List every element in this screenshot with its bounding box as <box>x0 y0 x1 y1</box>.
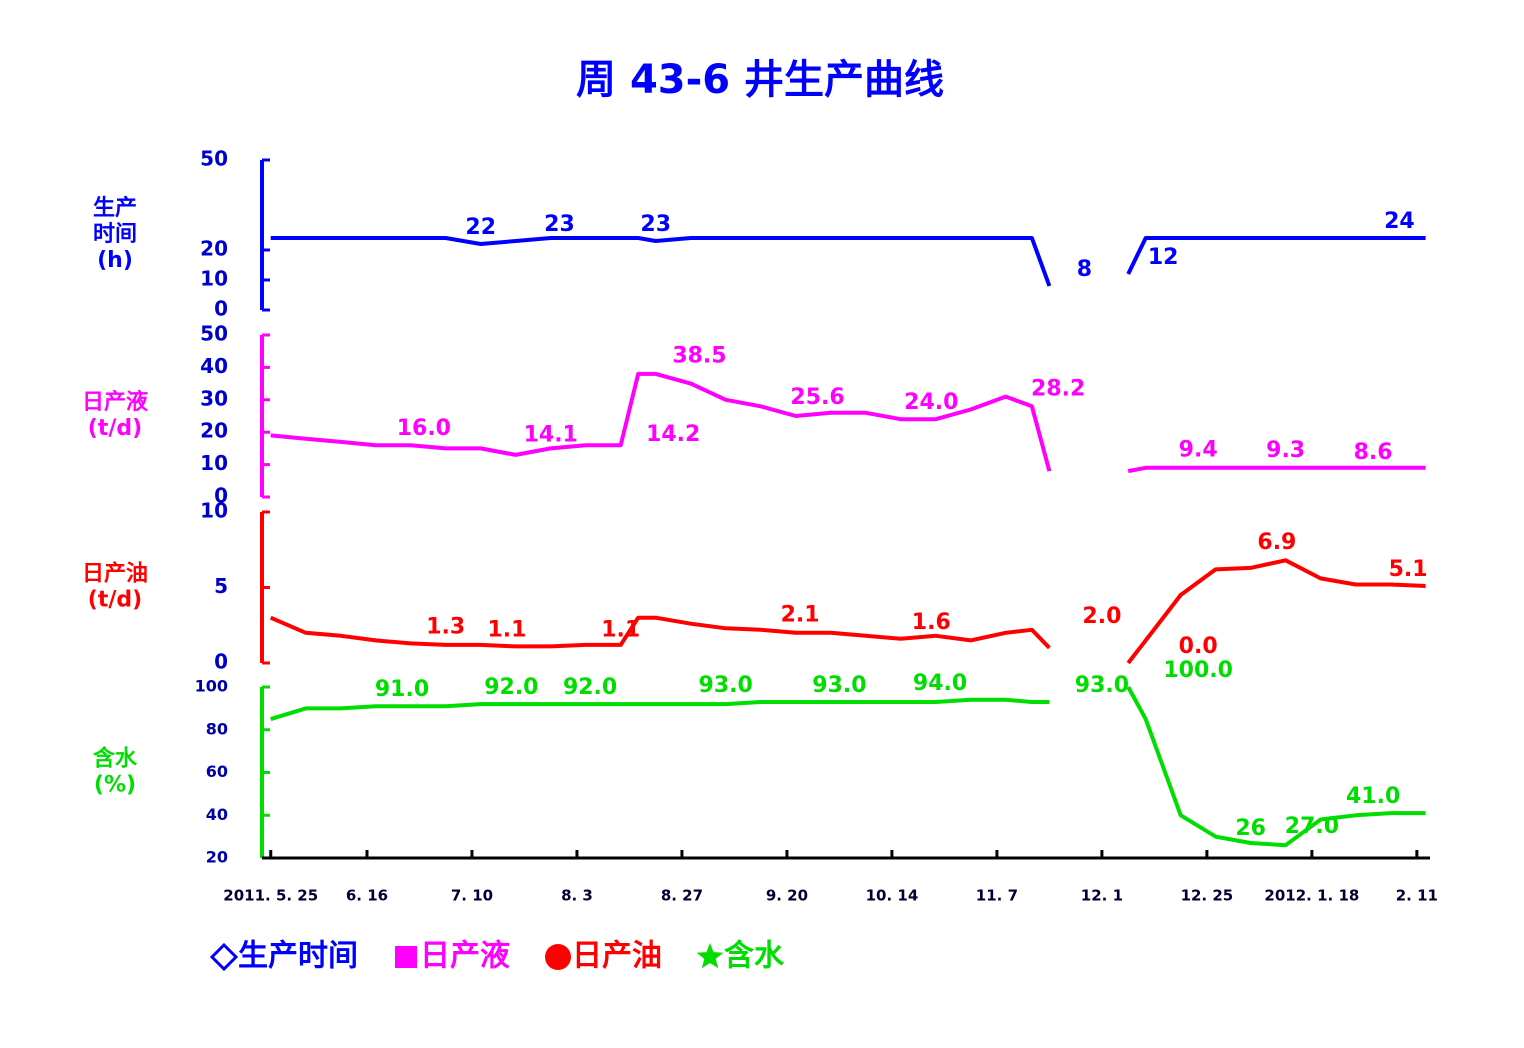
legend-marker <box>395 946 417 968</box>
x-tick-label: 2. 11 <box>1396 887 1438 905</box>
data-label: 94.0 <box>913 671 967 696</box>
y-tick-label: 10 <box>200 451 228 475</box>
data-label: 1.3 <box>426 614 465 639</box>
x-tick-label: 12. 25 <box>1181 887 1234 905</box>
data-label: 93.0 <box>812 673 866 698</box>
legend-label: 含水 <box>724 939 785 974</box>
data-label: 23 <box>640 212 671 237</box>
data-line <box>270 236 1426 287</box>
data-label: 5.1 <box>1389 557 1428 582</box>
x-tick-label: 7. 10 <box>451 887 493 905</box>
y-axis-label: (t/d) <box>88 416 142 441</box>
data-label: 14.2 <box>646 422 700 447</box>
x-tick-label: 12. 1 <box>1081 887 1123 905</box>
y-tick-label: 10 <box>200 499 228 523</box>
data-label: 1.1 <box>601 617 640 642</box>
data-label: 25.6 <box>790 385 844 410</box>
x-tick-label: 9. 20 <box>766 887 808 905</box>
data-label: 26 <box>1235 816 1266 841</box>
y-tick-label: 5 <box>214 574 228 598</box>
legend-marker <box>545 944 571 970</box>
data-label: 91.0 <box>375 677 429 702</box>
data-label: 93.0 <box>699 673 753 698</box>
y-tick-label: 0 <box>214 650 228 674</box>
legend-label: 生产时间 <box>238 939 358 974</box>
data-label: 93.0 <box>1075 673 1129 698</box>
y-tick-label: 50 <box>200 147 228 171</box>
data-label: 1.6 <box>912 610 951 635</box>
y-tick-label: 10 <box>200 267 228 291</box>
legend-label: 日产油 <box>572 939 662 974</box>
y-tick-label: 20 <box>206 848 228 867</box>
y-tick-label: 40 <box>200 354 228 378</box>
y-axis-label: 日产液 <box>82 389 148 415</box>
data-label: 6.9 <box>1257 530 1296 555</box>
y-tick-label: 20 <box>200 419 228 443</box>
y-tick-label: 30 <box>200 386 228 410</box>
data-label: 92.0 <box>484 675 538 700</box>
legend-marker <box>696 943 724 969</box>
legend-label: 日产液 <box>420 939 510 974</box>
data-label: 16.0 <box>397 416 451 441</box>
y-tick-label: 100 <box>195 677 228 696</box>
y-axis-label: 时间 <box>93 222 137 247</box>
data-label: 8.6 <box>1354 440 1393 465</box>
data-label: 24.0 <box>904 390 958 415</box>
data-line <box>269 558 1426 665</box>
legend-marker <box>209 942 239 972</box>
data-label: 38.5 <box>672 343 726 368</box>
y-axis-label: 日产油 <box>82 562 148 587</box>
y-axis-label: 含水 <box>93 746 138 772</box>
y-tick-label: 50 <box>200 322 228 346</box>
y-axis-label: (%) <box>94 773 136 798</box>
y-tick-label: 20 <box>200 237 228 261</box>
data-label: 22 <box>465 215 496 240</box>
x-tick-label: 10. 14 <box>866 887 919 905</box>
y-axis-label: (t/d) <box>88 588 142 613</box>
data-label: 9.4 <box>1179 438 1218 463</box>
data-label: 2.0 <box>1082 604 1121 629</box>
x-tick-label: 8. 3 <box>561 887 593 905</box>
y-tick-label: 40 <box>206 805 228 824</box>
y-tick-label: 60 <box>206 762 228 781</box>
data-label: 12 <box>1148 245 1179 270</box>
data-label: 9.3 <box>1266 438 1305 463</box>
data-line <box>270 686 1426 848</box>
data-line <box>270 371 1426 474</box>
y-tick-label: 80 <box>206 719 228 738</box>
y-axis-label: (h) <box>97 248 133 273</box>
x-tick-label: 6. 16 <box>346 887 388 905</box>
data-label: 92.0 <box>563 675 617 700</box>
data-label: 41.0 <box>1346 784 1400 809</box>
data-label: 0.0 <box>1179 634 1218 659</box>
data-label: 24 <box>1384 209 1415 234</box>
chart-title: 周 43-6 井生产曲线 <box>576 57 944 103</box>
data-label: 14.1 <box>524 422 578 447</box>
data-label: 8 <box>1077 257 1092 282</box>
data-label: 23 <box>544 212 575 237</box>
data-label: 1.1 <box>487 617 526 642</box>
data-label: 28.2 <box>1031 377 1085 402</box>
x-tick-label: 2012. 1. 18 <box>1264 887 1359 905</box>
x-tick-label: 8. 27 <box>661 887 703 905</box>
data-label: 2.1 <box>781 602 820 627</box>
y-axis-label: 生产 <box>93 196 137 221</box>
y-tick-label: 0 <box>214 484 228 508</box>
x-tick-label: 2011. 5. 25 <box>223 887 318 905</box>
y-tick-label: 0 <box>214 297 228 321</box>
data-label: 27.0 <box>1285 814 1339 839</box>
data-label: 100.0 <box>1163 658 1233 683</box>
x-tick-label: 11. 7 <box>976 887 1018 905</box>
